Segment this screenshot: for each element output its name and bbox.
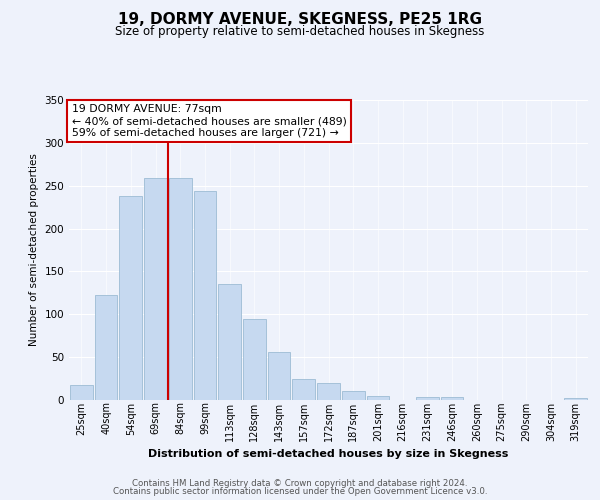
Bar <box>317 383 340 400</box>
Y-axis label: Number of semi-detached properties: Number of semi-detached properties <box>29 154 39 346</box>
Bar <box>95 294 118 400</box>
Bar <box>292 378 315 400</box>
Bar <box>194 191 216 400</box>
Text: Size of property relative to semi-detached houses in Skegness: Size of property relative to semi-detach… <box>115 25 485 38</box>
Text: Contains HM Land Registry data © Crown copyright and database right 2024.: Contains HM Land Registry data © Crown c… <box>132 478 468 488</box>
Bar <box>268 352 290 400</box>
Bar <box>416 398 439 400</box>
Text: Contains public sector information licensed under the Open Government Licence v3: Contains public sector information licen… <box>113 487 487 496</box>
Bar <box>441 398 463 400</box>
Bar <box>169 178 191 400</box>
Text: 19 DORMY AVENUE: 77sqm
← 40% of semi-detached houses are smaller (489)
59% of se: 19 DORMY AVENUE: 77sqm ← 40% of semi-det… <box>71 104 346 138</box>
Bar <box>243 320 266 400</box>
Bar <box>367 396 389 400</box>
X-axis label: Distribution of semi-detached houses by size in Skegness: Distribution of semi-detached houses by … <box>148 449 509 459</box>
Bar <box>144 178 167 400</box>
Bar <box>119 196 142 400</box>
Bar <box>218 284 241 400</box>
Text: 19, DORMY AVENUE, SKEGNESS, PE25 1RG: 19, DORMY AVENUE, SKEGNESS, PE25 1RG <box>118 12 482 28</box>
Bar <box>564 398 587 400</box>
Bar <box>342 392 365 400</box>
Bar <box>70 386 93 400</box>
